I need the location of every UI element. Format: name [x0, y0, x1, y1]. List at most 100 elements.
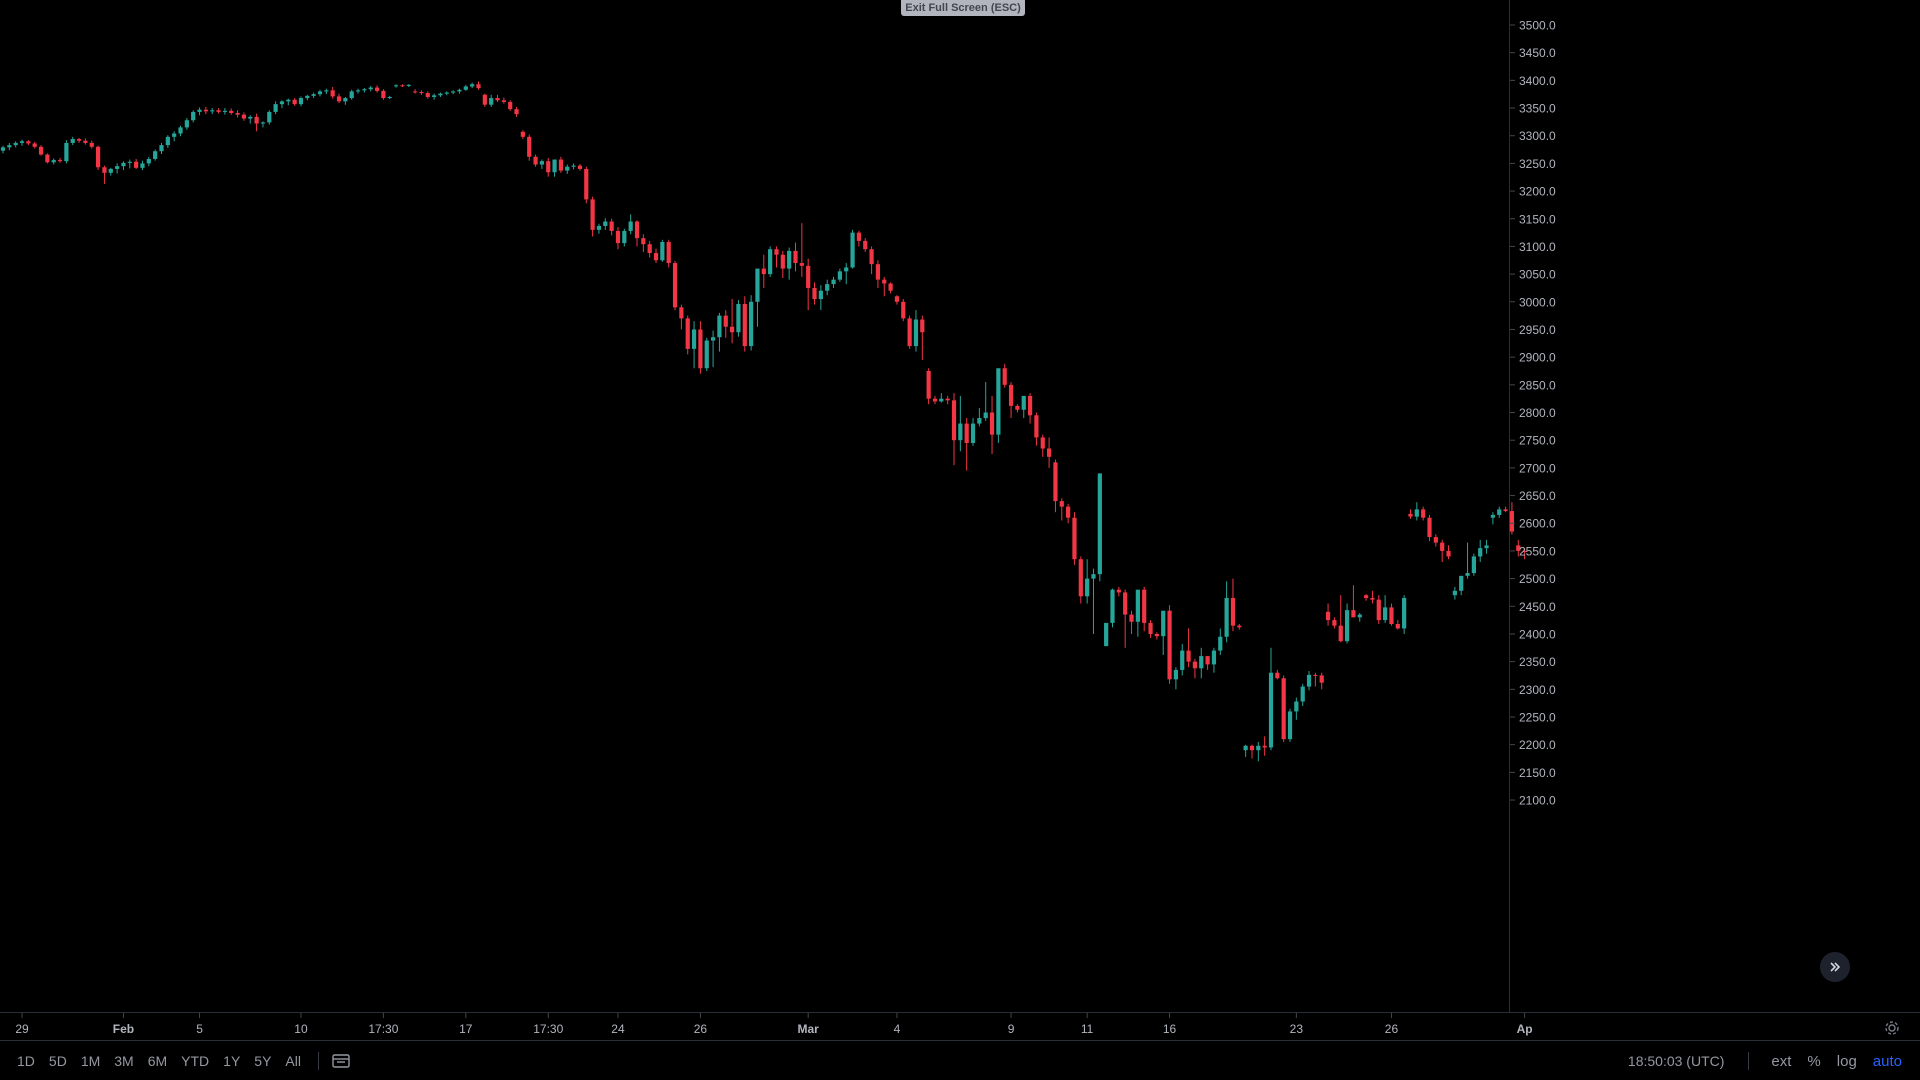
candle — [216, 108, 221, 114]
candle-body — [1319, 675, 1324, 683]
candle-body — [508, 101, 513, 110]
range-button-5y[interactable]: 5Y — [254, 1053, 272, 1069]
candle-body — [406, 84, 411, 86]
candle-body — [317, 91, 323, 95]
range-button-all[interactable]: All — [285, 1053, 301, 1069]
candle — [165, 135, 170, 148]
ext-hours-toggle[interactable]: ext — [1771, 1052, 1792, 1070]
candle — [634, 220, 640, 247]
candle — [1503, 506, 1508, 513]
candle-body — [1237, 625, 1242, 628]
candle — [330, 87, 335, 99]
candle — [134, 158, 139, 169]
candle — [863, 238, 868, 252]
gear-icon[interactable] — [1883, 1019, 1901, 1037]
candle — [850, 229, 855, 269]
candle-body — [1465, 573, 1470, 576]
candle-body — [146, 158, 151, 164]
candle — [901, 299, 906, 322]
candle-body — [577, 165, 583, 169]
price-tick-label: 3450.0 — [1519, 46, 1556, 60]
candle-body — [83, 140, 88, 143]
candle — [546, 157, 551, 177]
candle — [355, 88, 361, 94]
auto-scale-toggle[interactable]: auto — [1872, 1052, 1902, 1070]
candle — [241, 112, 247, 121]
candle-body — [1408, 513, 1413, 517]
bottom-toolbar: 1D 5D 1M 3M 6M YTD 1Y 5Y All 18:50:03 (UTC) ext … — [0, 1040, 1920, 1080]
candle — [1243, 744, 1248, 757]
exit-fullscreen-button[interactable]: Exit Full Screen (ESC) — [901, 0, 1025, 16]
candle-body — [774, 249, 779, 255]
candle — [235, 110, 240, 118]
candle — [1167, 605, 1172, 684]
price-axis[interactable]: 3500.0 3450.0 3400.0 3350.0 3300.0 3250.0 3200… — [1510, 19, 1556, 808]
candle-body — [1110, 589, 1115, 623]
price-tick-label: 2950.0 — [1519, 323, 1556, 337]
range-button-1m[interactable]: 1M — [80, 1053, 101, 1069]
candlestick-chart[interactable]: 3500.0 3450.0 3400.0 3350.0 3300.0 3250.0 3200… — [0, 0, 1920, 1040]
candle-body — [806, 265, 811, 288]
candle-body — [1256, 745, 1261, 751]
candle — [1522, 548, 1527, 560]
candle — [768, 246, 773, 277]
candle — [489, 94, 494, 107]
candle — [622, 228, 627, 247]
candle — [755, 268, 760, 327]
candle-body — [787, 250, 792, 269]
candle-body — [761, 268, 766, 275]
range-button-1y[interactable]: 1Y — [223, 1053, 241, 1069]
candle — [913, 310, 919, 352]
utc-clock[interactable]: 18:50:03 (UTC) — [1627, 1053, 1725, 1069]
candle-body — [1173, 669, 1178, 680]
candle — [596, 223, 602, 234]
candle — [1027, 393, 1033, 424]
candle — [1154, 632, 1159, 640]
range-button-ytd[interactable]: YTD — [181, 1053, 210, 1069]
double-chevron-right-icon — [1830, 962, 1841, 972]
candle-body — [622, 230, 627, 244]
candle-body — [1478, 548, 1483, 557]
candle-body — [996, 368, 1001, 435]
candle-body — [349, 91, 354, 99]
candle — [172, 131, 177, 142]
candle — [1383, 595, 1388, 623]
candle — [1306, 671, 1312, 691]
axis-tools: 18:50:03 (UTC) ext % log auto — [1628, 1041, 1910, 1080]
candle-body — [939, 398, 944, 402]
candle — [698, 321, 703, 374]
date-range-icon[interactable] — [331, 1052, 351, 1070]
candle — [51, 158, 56, 165]
candle-body — [1249, 745, 1255, 751]
time-tick-label: Ap — [1517, 1022, 1533, 1036]
range-button-1d[interactable]: 1D — [17, 1053, 35, 1069]
time-axis[interactable]: 29 Feb 5 10 17:30 17 17:30 24 26 Mar 4 9 11 16 23 26 Ap — [15, 1013, 1533, 1036]
range-button-3m[interactable]: 3M — [114, 1053, 134, 1069]
candle — [457, 88, 462, 94]
range-button-6m[interactable]: 6M — [147, 1053, 168, 1069]
candle — [343, 96, 348, 105]
candle-body — [1357, 614, 1362, 618]
candle — [679, 304, 684, 330]
candle-body — [869, 249, 874, 265]
candle — [0, 145, 6, 154]
candle — [432, 93, 437, 100]
candle-body — [615, 230, 621, 244]
candle-body — [368, 87, 373, 90]
candle-body — [400, 85, 405, 87]
scroll-to-realtime-button[interactable] — [1820, 952, 1850, 982]
candle-body — [825, 284, 830, 291]
candle-body — [1205, 656, 1210, 665]
percent-scale-toggle[interactable]: % — [1807, 1052, 1821, 1070]
candle — [508, 100, 513, 111]
log-scale-toggle[interactable]: log — [1836, 1052, 1857, 1070]
candle-body — [1161, 610, 1166, 637]
candle — [1066, 503, 1071, 524]
time-tick-label: Mar — [798, 1022, 820, 1036]
candle — [159, 142, 164, 154]
range-button-5d[interactable]: 5D — [48, 1053, 67, 1069]
price-tick-label: 3200.0 — [1519, 185, 1556, 199]
price-tick-label: 2300.0 — [1519, 683, 1556, 697]
candle — [761, 254, 766, 288]
candles-layer — [0, 81, 1527, 762]
